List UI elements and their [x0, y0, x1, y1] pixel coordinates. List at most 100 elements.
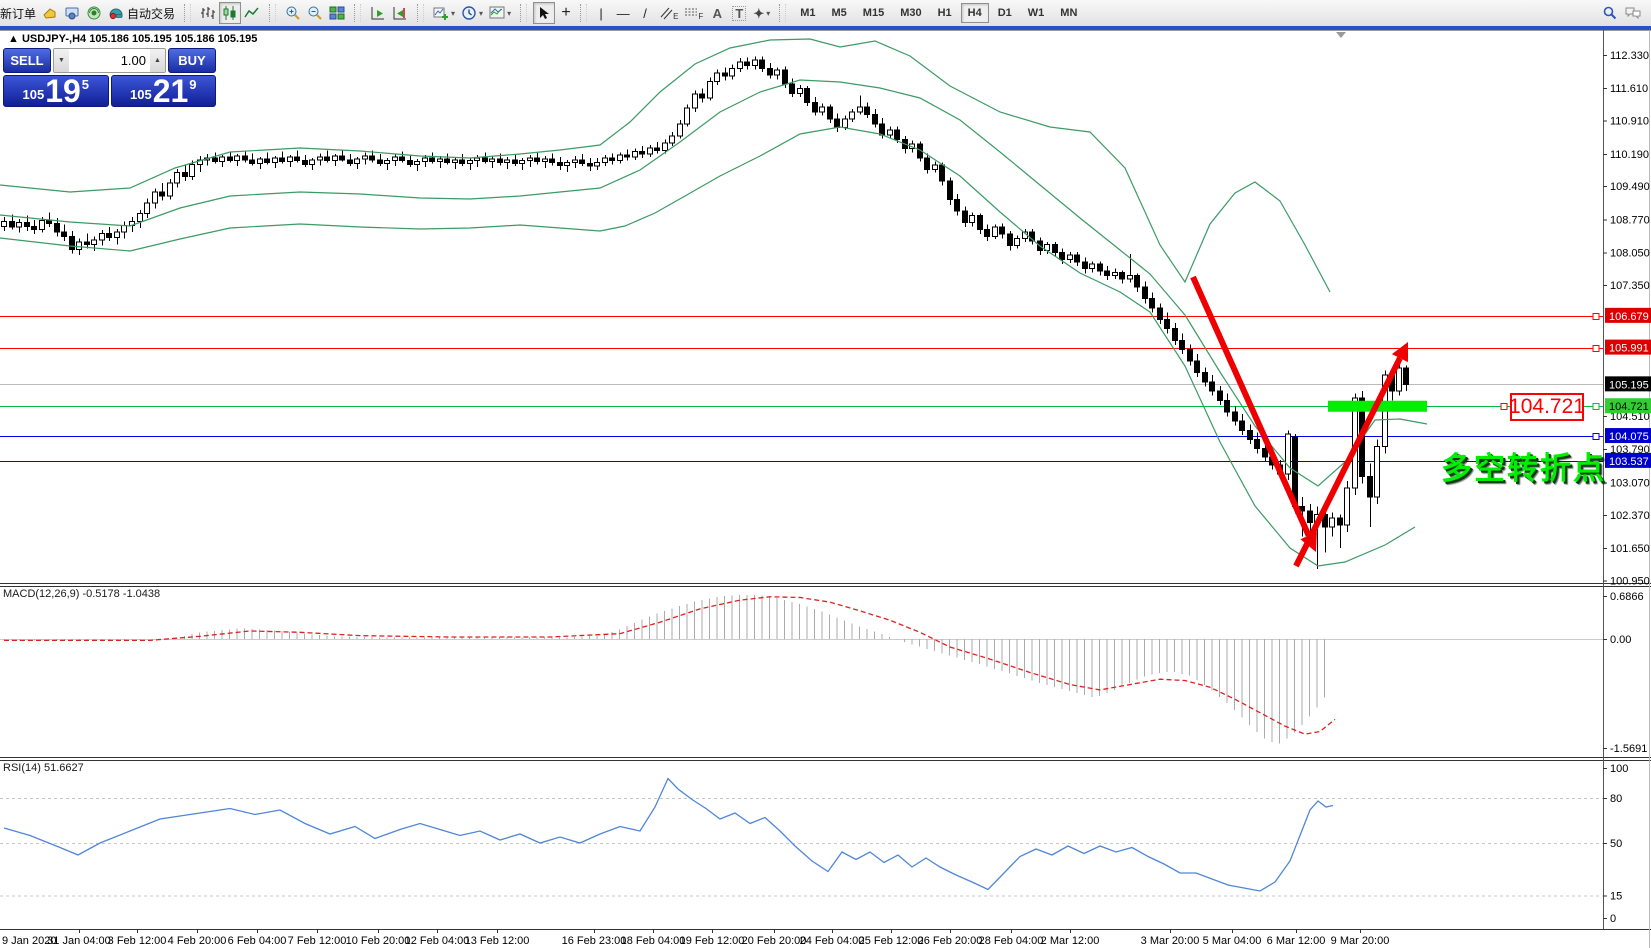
candlesticks [1, 56, 1409, 569]
crosshair-button[interactable]: + [555, 2, 577, 24]
equidistant-channel-icon [660, 7, 673, 20]
buy-price-button[interactable]: 105 21 9 [110, 72, 216, 109]
svg-text:16 Feb 23:00: 16 Feb 23:00 [562, 935, 627, 947]
equidistant-channel-button[interactable]: E [656, 2, 681, 24]
chart-candles-icon [223, 6, 236, 20]
trendline-icon: / [643, 5, 647, 21]
toolbar-grip[interactable] [354, 4, 362, 22]
chart-line-icon [244, 7, 259, 18]
timeframe-d1-button[interactable]: D1 [991, 3, 1019, 23]
svg-text:0: 0 [1610, 913, 1616, 925]
lot-decrease-button[interactable]: ▼ [54, 49, 69, 72]
chart-bars-button[interactable] [197, 2, 219, 24]
hline-handle [1592, 345, 1600, 352]
svg-text:105.991: 105.991 [1609, 343, 1649, 355]
zoom-in-button[interactable] [282, 2, 304, 24]
vertical-line-button[interactable]: | [590, 2, 612, 24]
lot-increase-button[interactable]: ▲ [150, 49, 165, 72]
svg-text:-1.5691: -1.5691 [1610, 743, 1647, 755]
one-click-row-prices: 105 19 5 105 21 9 [3, 75, 216, 107]
symbol-info: ▲ USDJPY-,H4 105.186 105.195 105.186 105… [8, 33, 257, 45]
scroll-end-marker-icon[interactable] [1336, 32, 1346, 38]
autotrading-icon [109, 8, 123, 20]
community-icon [65, 7, 79, 20]
timeframes-group: M1 M5 M15 M30 H1 H4 D1 W1 MN [789, 0, 1088, 26]
main-toolbar: 新订单 [0, 0, 1651, 27]
shapes-button[interactable]: ✦ ▾ [750, 2, 773, 24]
horizontal-line-button[interactable]: — [612, 2, 634, 24]
svg-text:12 Feb 04:00: 12 Feb 04:00 [405, 935, 470, 947]
tile-windows-icon [329, 6, 345, 20]
svg-text:0.00: 0.00 [1610, 634, 1631, 646]
price-axis: 112.330 111.610 110.910 110.190 109.490 108.7… [1603, 50, 1651, 587]
timeframe-m30-button[interactable]: M30 [893, 3, 928, 23]
templates-button[interactable]: ▾ [486, 2, 514, 24]
fibonacci-button[interactable]: F [681, 2, 706, 24]
svg-text:2 Mar 12:00: 2 Mar 12:00 [1041, 935, 1100, 947]
svg-text:107.350: 107.350 [1610, 280, 1650, 292]
timeframe-mn-button[interactable]: MN [1053, 3, 1084, 23]
timeframe-h4-button[interactable]: H4 [960, 3, 989, 23]
label-tool-button[interactable]: T [728, 2, 750, 24]
signals-button[interactable] [83, 2, 105, 24]
zoom-out-button[interactable] [304, 2, 326, 24]
sell-price-button[interactable]: 105 19 5 [3, 75, 109, 107]
price-annotation-box[interactable]: 104.721 [1509, 393, 1585, 421]
indicators-button[interactable]: ▾ [430, 2, 458, 24]
cursor-button[interactable] [533, 2, 556, 24]
dropdown-icon: ▾ [479, 8, 484, 18]
svg-text:103.070: 103.070 [1610, 477, 1650, 489]
svg-text:18 Feb 04:00: 18 Feb 04:00 [621, 935, 686, 947]
timeframe-m5-button[interactable]: M5 [825, 3, 854, 23]
sell-price-figure: 105 [22, 87, 45, 102]
search-icon [1603, 6, 1617, 20]
buy-price-figure: 105 [129, 87, 152, 102]
timeframe-h1-button[interactable]: H1 [931, 3, 959, 23]
timeframe-w1-button[interactable]: W1 [1021, 3, 1052, 23]
fibonacci-letter: F [698, 11, 704, 21]
chart-shift-button[interactable] [389, 2, 411, 24]
trend-arrow-up[interactable] [1293, 342, 1408, 568]
chart-line-button[interactable] [241, 2, 263, 24]
lot-size-input[interactable] [69, 49, 150, 72]
timeframe-m15-button[interactable]: M15 [856, 3, 891, 23]
svg-text:101.650: 101.650 [1610, 543, 1650, 555]
community-button[interactable] [61, 2, 83, 24]
turning-point-annotation[interactable]: 多空转折点 [1441, 451, 1606, 486]
toolbar-grip[interactable] [779, 4, 787, 22]
tile-windows-button[interactable] [326, 2, 348, 24]
svg-text:19 Feb 12:00: 19 Feb 12:00 [680, 935, 745, 947]
svg-text:20 Feb 20:00: 20 Feb 20:00 [742, 935, 807, 947]
timeframe-m1-button[interactable]: M1 [793, 3, 822, 23]
text-tool-button[interactable]: A [706, 2, 728, 24]
svg-text:104.075: 104.075 [1609, 431, 1649, 443]
trendline-button[interactable]: / [634, 2, 656, 24]
chat-button[interactable] [1621, 2, 1645, 24]
auto-scroll-button[interactable] [367, 2, 389, 24]
line-studies-group: + | — / E F [530, 0, 776, 26]
trend-arrow-down[interactable] [1190, 275, 1317, 552]
svg-text:80: 80 [1610, 793, 1622, 805]
sell-button[interactable]: SELL [3, 48, 51, 73]
toolbar-grip[interactable] [269, 4, 277, 22]
buy-price-pips: 21 [152, 72, 189, 109]
hline-handle [1592, 458, 1600, 465]
toolbar-grip[interactable] [520, 4, 528, 22]
svg-text:0.6866: 0.6866 [1610, 591, 1644, 603]
svg-text:3 Feb 12:00: 3 Feb 12:00 [108, 935, 167, 947]
signals-icon [87, 6, 101, 20]
search-button[interactable] [1599, 2, 1621, 24]
buy-button[interactable]: BUY [168, 48, 216, 73]
toolbar-grip[interactable] [417, 4, 425, 22]
new-order-button[interactable]: 新订单 [0, 2, 39, 24]
indicators-icon [433, 7, 449, 20]
toolbar-grip[interactable] [580, 4, 588, 22]
market-watch-icon [43, 8, 56, 19]
chart-candles-button[interactable] [219, 2, 242, 24]
toolbar-grip[interactable] [184, 4, 192, 22]
autotrading-button[interactable]: 自动交易 [105, 2, 178, 24]
periods-button[interactable]: ▾ [458, 2, 486, 24]
market-watch-button[interactable] [39, 2, 61, 24]
